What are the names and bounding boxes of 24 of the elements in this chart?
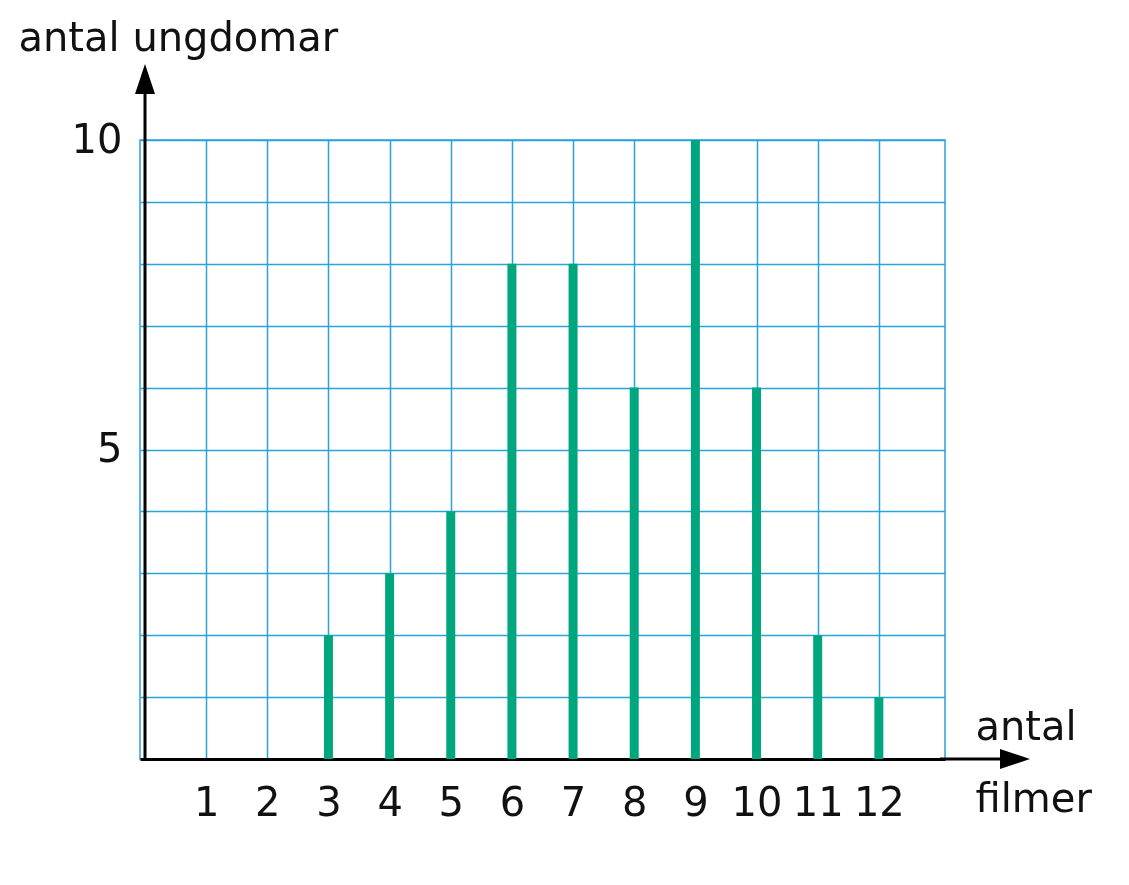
bar (385, 573, 395, 759)
x-tick-label: 3 (316, 778, 342, 825)
x-tick-label: 2 (255, 778, 281, 825)
y-axis-title: antal ungdomar (18, 13, 339, 60)
x-axis-title: antal filmer (975, 702, 1093, 821)
x-tick-label: 4 (377, 778, 403, 825)
bar (874, 697, 884, 759)
x-tick-label: 5 (438, 778, 464, 825)
x-tick-label: 7 (560, 778, 587, 825)
x-tick-label: 9 (683, 778, 709, 825)
x-tick-label: 8 (622, 778, 648, 825)
bar (629, 387, 639, 759)
bar (323, 635, 333, 759)
x-tick-label: 12 (853, 778, 905, 825)
x-tick-label: 6 (499, 778, 526, 825)
x-tick-label: 11 (792, 778, 844, 825)
bar (690, 140, 700, 759)
bar (446, 511, 456, 759)
bar (813, 635, 823, 759)
x-tick-label: 1 (193, 778, 220, 825)
bar (507, 263, 517, 759)
bar (568, 263, 578, 759)
x-tick-label: 10 (731, 778, 783, 825)
bar (752, 387, 762, 759)
